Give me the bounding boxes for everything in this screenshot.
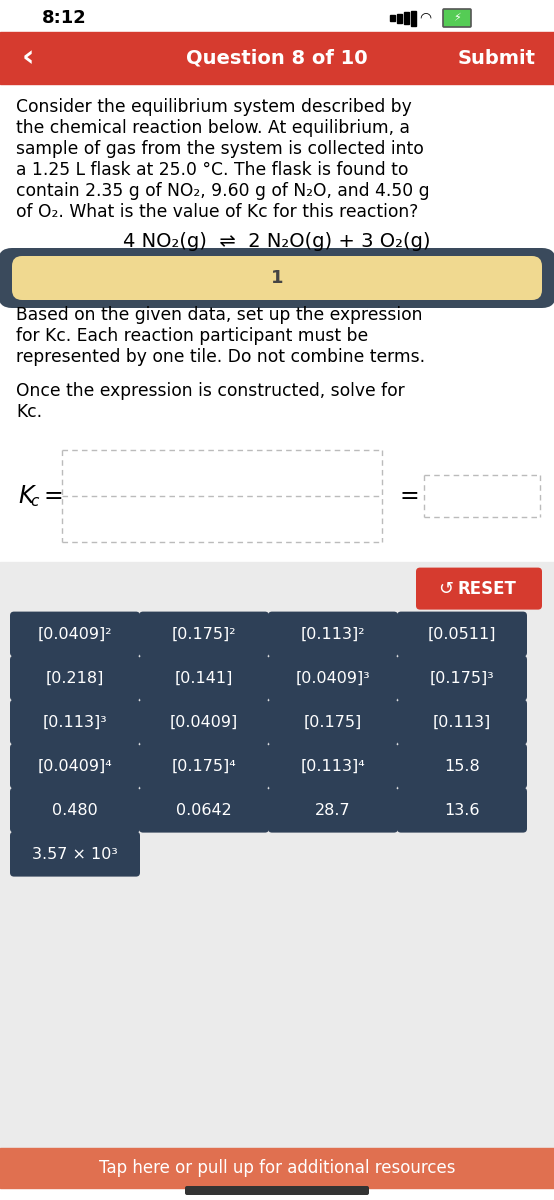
Bar bbox=[26, 262, 528, 294]
FancyBboxPatch shape bbox=[10, 655, 140, 701]
Text: [0.0409]³: [0.0409]³ bbox=[296, 671, 371, 685]
Bar bbox=[411, 11, 416, 26]
Text: c: c bbox=[30, 494, 38, 509]
Text: of O₂. What is the value of Kc for this reaction?: of O₂. What is the value of Kc for this … bbox=[16, 203, 418, 221]
Text: ◠: ◠ bbox=[419, 11, 431, 25]
Text: =: = bbox=[44, 484, 64, 508]
Text: the chemical reaction below. At equilibrium, a: the chemical reaction below. At equilibr… bbox=[16, 119, 410, 137]
Text: 0.480: 0.480 bbox=[52, 803, 98, 817]
Text: [0.175]²: [0.175]² bbox=[172, 626, 236, 642]
Text: 4 NO₂(g)  ⇌  2 N₂O(g) + 3 O₂(g): 4 NO₂(g) ⇌ 2 N₂O(g) + 3 O₂(g) bbox=[123, 232, 431, 251]
Text: ‹: ‹ bbox=[22, 43, 34, 72]
FancyBboxPatch shape bbox=[10, 744, 140, 788]
FancyBboxPatch shape bbox=[443, 8, 471, 26]
Text: 1: 1 bbox=[271, 269, 283, 287]
FancyBboxPatch shape bbox=[139, 700, 269, 744]
FancyBboxPatch shape bbox=[139, 655, 269, 701]
FancyBboxPatch shape bbox=[185, 1186, 369, 1195]
Text: 3.57 × 10³: 3.57 × 10³ bbox=[32, 847, 118, 862]
Text: for Kc. Each reaction participant must be: for Kc. Each reaction participant must b… bbox=[16, 326, 368, 346]
Bar bbox=[390, 14, 395, 20]
Text: 13.6: 13.6 bbox=[444, 803, 480, 817]
Text: =: = bbox=[400, 484, 420, 508]
Text: 15.8: 15.8 bbox=[444, 758, 480, 774]
FancyBboxPatch shape bbox=[397, 787, 527, 833]
Text: [0.175]³: [0.175]³ bbox=[429, 671, 494, 685]
FancyBboxPatch shape bbox=[10, 612, 140, 656]
Text: sample of gas from the system is collected into: sample of gas from the system is collect… bbox=[16, 140, 424, 158]
Text: Based on the given data, set up the expression: Based on the given data, set up the expr… bbox=[16, 306, 423, 324]
Text: [0.175]: [0.175] bbox=[304, 714, 362, 730]
FancyBboxPatch shape bbox=[268, 655, 398, 701]
Text: Kc.: Kc. bbox=[16, 403, 42, 420]
Text: [0.0409]: [0.0409] bbox=[170, 714, 238, 730]
FancyBboxPatch shape bbox=[268, 700, 398, 744]
Text: Submit: Submit bbox=[458, 48, 536, 67]
Text: a 1.25 L flask at 25.0 °C. The flask is found to: a 1.25 L flask at 25.0 °C. The flask is … bbox=[16, 161, 408, 179]
FancyBboxPatch shape bbox=[12, 262, 542, 294]
Text: [0.141]: [0.141] bbox=[175, 671, 233, 685]
Text: Question 8 of 10: Question 8 of 10 bbox=[186, 48, 368, 67]
FancyBboxPatch shape bbox=[268, 744, 398, 788]
FancyBboxPatch shape bbox=[139, 612, 269, 656]
FancyBboxPatch shape bbox=[268, 787, 398, 833]
Text: RESET: RESET bbox=[458, 580, 516, 598]
Text: 28.7: 28.7 bbox=[315, 803, 351, 817]
Text: [0.113]: [0.113] bbox=[433, 714, 491, 730]
FancyBboxPatch shape bbox=[10, 700, 140, 744]
Bar bbox=[0, 562, 554, 1150]
FancyBboxPatch shape bbox=[10, 832, 140, 876]
Text: 8:12: 8:12 bbox=[42, 8, 87, 26]
Bar bbox=[0, 32, 554, 84]
Text: [0.0511]: [0.0511] bbox=[428, 626, 496, 642]
FancyBboxPatch shape bbox=[416, 568, 542, 610]
Text: [0.175]⁴: [0.175]⁴ bbox=[172, 758, 237, 774]
FancyBboxPatch shape bbox=[12, 256, 542, 300]
Bar bbox=[0, 1148, 554, 1188]
Text: K: K bbox=[18, 484, 33, 508]
Text: 0.0642: 0.0642 bbox=[176, 803, 232, 817]
Text: ⚡: ⚡ bbox=[453, 13, 461, 23]
Text: Consider the equilibrium system described by: Consider the equilibrium system describe… bbox=[16, 98, 412, 116]
Bar bbox=[397, 14, 402, 23]
Text: [0.113]³: [0.113]³ bbox=[43, 714, 107, 730]
Text: ↺: ↺ bbox=[438, 580, 453, 598]
FancyBboxPatch shape bbox=[10, 787, 140, 833]
Text: represented by one tile. Do not combine terms.: represented by one tile. Do not combine … bbox=[16, 348, 425, 366]
FancyBboxPatch shape bbox=[0, 248, 554, 308]
Text: [0.218]: [0.218] bbox=[46, 671, 104, 685]
Text: Once the expression is constructed, solve for: Once the expression is constructed, solv… bbox=[16, 382, 405, 400]
Text: contain 2.35 g of NO₂, 9.60 g of N₂O, and 4.50 g: contain 2.35 g of NO₂, 9.60 g of N₂O, an… bbox=[16, 182, 429, 200]
Bar bbox=[32, 266, 522, 290]
Text: [0.113]⁴: [0.113]⁴ bbox=[301, 758, 366, 774]
Text: [0.0409]⁴: [0.0409]⁴ bbox=[38, 758, 112, 774]
FancyBboxPatch shape bbox=[397, 612, 527, 656]
FancyBboxPatch shape bbox=[397, 744, 527, 788]
FancyBboxPatch shape bbox=[268, 612, 398, 656]
FancyBboxPatch shape bbox=[397, 700, 527, 744]
Text: Tap here or pull up for additional resources: Tap here or pull up for additional resou… bbox=[99, 1159, 455, 1177]
Text: [0.113]²: [0.113]² bbox=[301, 626, 365, 642]
FancyBboxPatch shape bbox=[139, 744, 269, 788]
Text: [0.0409]²: [0.0409]² bbox=[38, 626, 112, 642]
FancyBboxPatch shape bbox=[139, 787, 269, 833]
Bar bbox=[404, 12, 409, 24]
FancyBboxPatch shape bbox=[397, 655, 527, 701]
